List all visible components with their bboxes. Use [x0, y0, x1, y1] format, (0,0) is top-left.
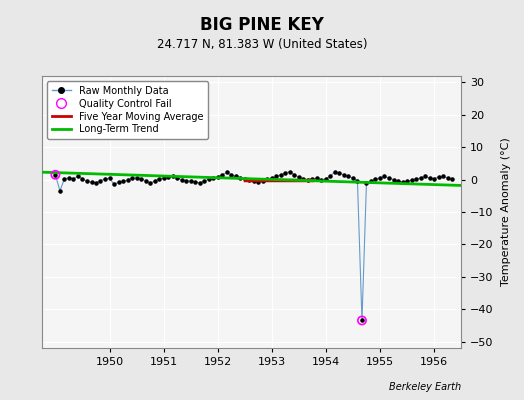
- Text: 24.717 N, 81.383 W (United States): 24.717 N, 81.383 W (United States): [157, 38, 367, 51]
- Point: [92, 180, 100, 186]
- Point: [227, 172, 235, 178]
- Point: [218, 172, 226, 178]
- Point: [417, 175, 425, 181]
- Point: [304, 177, 312, 184]
- Point: [367, 178, 375, 184]
- Point: [159, 175, 168, 182]
- Point: [299, 176, 308, 182]
- Point: [294, 174, 303, 180]
- Point: [403, 178, 411, 184]
- Point: [313, 175, 321, 181]
- Point: [96, 177, 105, 184]
- Point: [349, 175, 357, 181]
- Point: [133, 175, 141, 181]
- Point: [200, 178, 209, 184]
- Point: [204, 176, 213, 182]
- Point: [119, 178, 127, 184]
- Point: [191, 179, 199, 186]
- Point: [331, 168, 339, 175]
- Point: [83, 178, 91, 184]
- Point: [412, 176, 420, 182]
- Point: [88, 179, 96, 186]
- Point: [128, 175, 136, 181]
- Point: [137, 176, 145, 182]
- Point: [164, 174, 172, 180]
- Point: [344, 173, 353, 180]
- Point: [308, 176, 316, 182]
- Point: [110, 181, 118, 188]
- Point: [272, 173, 280, 180]
- Point: [372, 176, 380, 182]
- Point: [443, 175, 452, 181]
- Point: [60, 176, 69, 182]
- Point: [249, 178, 258, 184]
- Point: [78, 176, 86, 182]
- Point: [434, 174, 443, 180]
- Point: [105, 175, 114, 181]
- Point: [101, 176, 109, 182]
- Text: Berkeley Earth: Berkeley Earth: [389, 382, 461, 392]
- Point: [430, 176, 438, 182]
- Point: [322, 176, 330, 182]
- Point: [326, 173, 335, 180]
- Point: [69, 176, 78, 182]
- Point: [380, 173, 389, 180]
- Point: [439, 173, 447, 180]
- Point: [394, 177, 402, 184]
- Point: [195, 180, 204, 186]
- Point: [213, 174, 222, 180]
- Point: [141, 177, 150, 184]
- Point: [317, 177, 325, 184]
- Point: [353, 177, 362, 184]
- Point: [51, 172, 60, 178]
- Point: [236, 175, 245, 181]
- Point: [421, 173, 429, 180]
- Point: [358, 317, 366, 324]
- Point: [407, 177, 416, 184]
- Point: [290, 172, 299, 178]
- Point: [448, 176, 456, 182]
- Point: [150, 178, 159, 184]
- Legend: Raw Monthly Data, Quality Control Fail, Five Year Moving Average, Long-Term Tren: Raw Monthly Data, Quality Control Fail, …: [47, 81, 208, 139]
- Point: [389, 176, 398, 183]
- Point: [209, 175, 217, 181]
- Point: [376, 175, 384, 181]
- Point: [385, 175, 393, 181]
- Point: [258, 177, 267, 184]
- Point: [254, 179, 263, 186]
- Point: [178, 176, 186, 183]
- Point: [56, 188, 64, 194]
- Point: [241, 176, 249, 182]
- Point: [123, 177, 132, 184]
- Point: [223, 169, 231, 176]
- Point: [335, 170, 344, 176]
- Point: [232, 173, 240, 180]
- Point: [74, 173, 82, 180]
- Point: [425, 175, 434, 181]
- Point: [340, 172, 348, 178]
- Text: BIG PINE KEY: BIG PINE KEY: [200, 16, 324, 34]
- Point: [182, 177, 190, 184]
- Point: [281, 170, 290, 176]
- Point: [146, 180, 154, 186]
- Y-axis label: Temperature Anomaly (°C): Temperature Anomaly (°C): [500, 138, 510, 286]
- Point: [51, 172, 60, 178]
- Point: [65, 175, 73, 181]
- Point: [398, 179, 407, 186]
- Point: [245, 177, 254, 184]
- Point: [187, 178, 195, 184]
- Point: [268, 175, 276, 181]
- Point: [155, 176, 163, 182]
- Point: [358, 317, 366, 324]
- Point: [168, 173, 177, 180]
- Point: [286, 168, 294, 175]
- Point: [263, 176, 271, 182]
- Point: [173, 175, 181, 181]
- Point: [114, 179, 123, 186]
- Point: [362, 180, 370, 186]
- Point: [277, 172, 285, 178]
